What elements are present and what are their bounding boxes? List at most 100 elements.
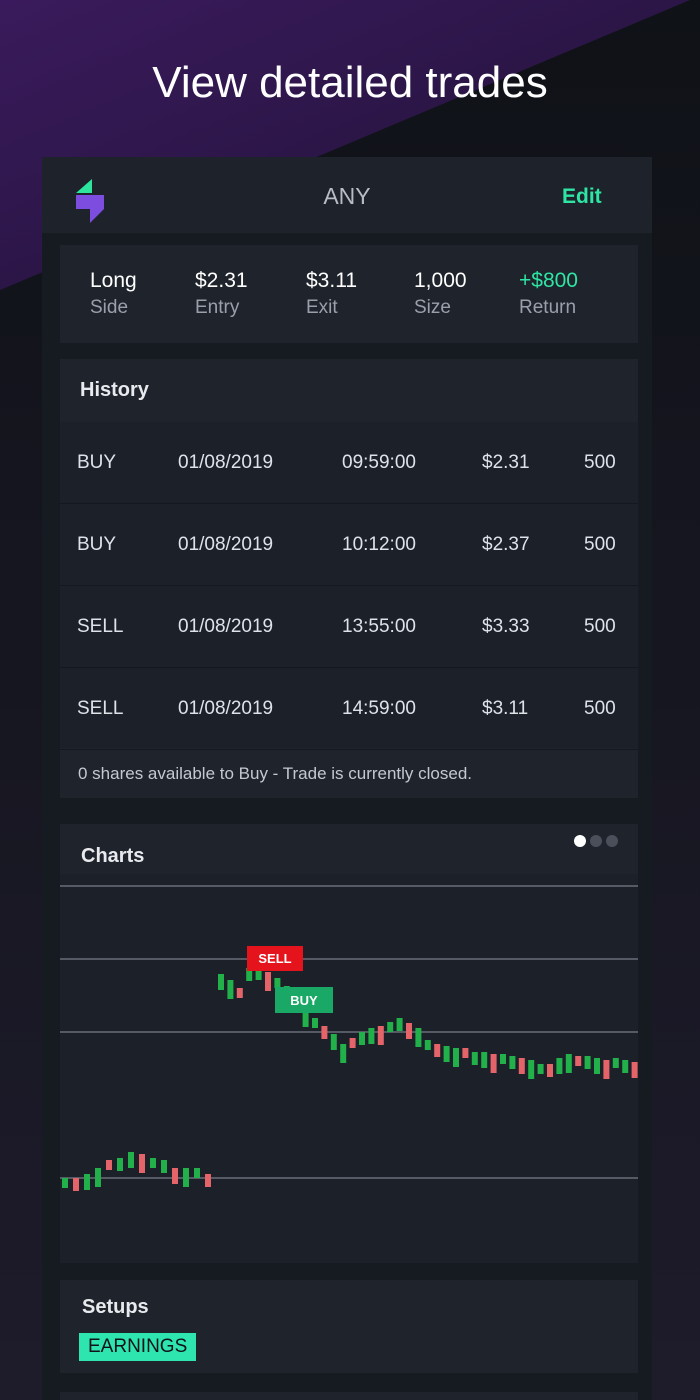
candle (518, 1058, 525, 1074)
candle (340, 1044, 347, 1063)
candle (565, 1054, 572, 1073)
label: Size (414, 297, 451, 318)
history-cell: BUY (77, 452, 117, 473)
candle (481, 1052, 488, 1068)
edit-button[interactable]: Edit (562, 185, 602, 208)
page-title: View detailed trades (152, 58, 548, 107)
candle (387, 1022, 394, 1032)
history-cell: $3.33 (482, 616, 530, 637)
history-cell: 01/08/2019 (178, 616, 274, 637)
candle (359, 1032, 365, 1045)
candle (594, 1058, 600, 1074)
history-cell: SELL (77, 616, 124, 637)
candle (321, 1026, 328, 1039)
candle (377, 1026, 384, 1045)
candle (575, 1056, 582, 1066)
history-cell: 14:59:00 (342, 698, 416, 719)
history-cell: $2.31 (482, 452, 530, 473)
candle (443, 1046, 450, 1062)
history-cell: 01/08/2019 (178, 534, 274, 555)
candle (265, 972, 271, 991)
value: 1,000 (414, 269, 467, 292)
value: Long (90, 269, 137, 292)
history-cell: 01/08/2019 (178, 452, 274, 473)
summary-item: +$800 Return (519, 269, 578, 319)
candle (330, 1034, 337, 1050)
candle (218, 974, 224, 990)
candle (622, 1060, 629, 1073)
section-title: History (80, 379, 149, 401)
candle (490, 1054, 497, 1073)
candle (453, 1048, 459, 1067)
candle (584, 1056, 591, 1069)
candle (150, 1158, 156, 1168)
candle (471, 1052, 478, 1065)
buy-marker: BUY (290, 993, 318, 1008)
setup-tag[interactable]: EARNINGS (79, 1333, 197, 1361)
summary-item: Long Side (90, 269, 137, 319)
candle (509, 1056, 516, 1069)
history-cell: 500 (584, 534, 616, 555)
candle (255, 964, 262, 980)
candle (603, 1060, 610, 1079)
candle (194, 1168, 200, 1178)
candle (227, 980, 234, 999)
summary-item: $3.11 Exit (306, 269, 357, 319)
page-dots (574, 835, 618, 847)
candle (556, 1058, 563, 1074)
candle (73, 1178, 79, 1191)
candle (161, 1160, 167, 1173)
candle (537, 1064, 544, 1074)
candle (128, 1152, 134, 1168)
candle (434, 1044, 441, 1057)
history-cell: 13:55:00 (342, 616, 416, 637)
ticker: ANY (323, 183, 371, 209)
candle (62, 1178, 68, 1188)
logo (76, 179, 104, 223)
value: +$800 (519, 269, 578, 292)
candle (500, 1054, 506, 1064)
candle (424, 1040, 431, 1050)
candle (462, 1048, 469, 1058)
value: $2.31 (195, 269, 248, 292)
history-row[interactable]: BUY 01/08/2019 09:59:00 $2.31 500 (60, 422, 638, 504)
charts: Charts SELL BUY (60, 824, 638, 1263)
history-cell: $3.11 (482, 698, 529, 719)
candle (274, 978, 281, 988)
candle (406, 1023, 412, 1039)
candle (205, 1174, 211, 1187)
candle (302, 1008, 309, 1027)
history-cell: $2.37 (482, 534, 530, 555)
history-note: 0 shares available to Buy - Trade is cur… (78, 764, 473, 783)
candle (84, 1174, 90, 1190)
candle (139, 1154, 145, 1173)
summary-item: 1,000 Size (414, 269, 467, 319)
candle (415, 1028, 422, 1047)
candle (631, 1062, 638, 1078)
candle (528, 1060, 535, 1079)
history-cell: 01/08/2019 (178, 698, 274, 719)
sell-marker: SELL (258, 951, 291, 966)
candle (95, 1168, 101, 1187)
summary-item: $2.31 Entry (195, 269, 248, 319)
label: Exit (306, 297, 338, 318)
history: History BUY 01/08/2019 09:59:00 $2.31 500 BUY… (60, 359, 638, 798)
candle-chart: SELL BUY (60, 874, 638, 1263)
history-row[interactable]: SELL 01/08/2019 14:59:00 $3.11 500 (60, 668, 638, 750)
candle (117, 1158, 123, 1171)
candle (312, 1018, 318, 1028)
candle (106, 1160, 112, 1170)
setups: Setups EARNINGS (60, 1280, 638, 1373)
history-cell: 500 (584, 452, 616, 473)
history-cell: 500 (584, 698, 616, 719)
value: $3.11 (306, 269, 357, 292)
history-row[interactable]: BUY 01/08/2019 10:12:00 $2.37 500 (60, 504, 638, 586)
label: Side (90, 297, 129, 318)
history-row[interactable]: SELL 01/08/2019 13:55:00 $3.33 500 (60, 586, 638, 668)
candle (246, 968, 253, 981)
candle (612, 1058, 619, 1068)
candle (183, 1168, 189, 1187)
candle (349, 1038, 356, 1048)
history-cell: SELL (77, 698, 124, 719)
